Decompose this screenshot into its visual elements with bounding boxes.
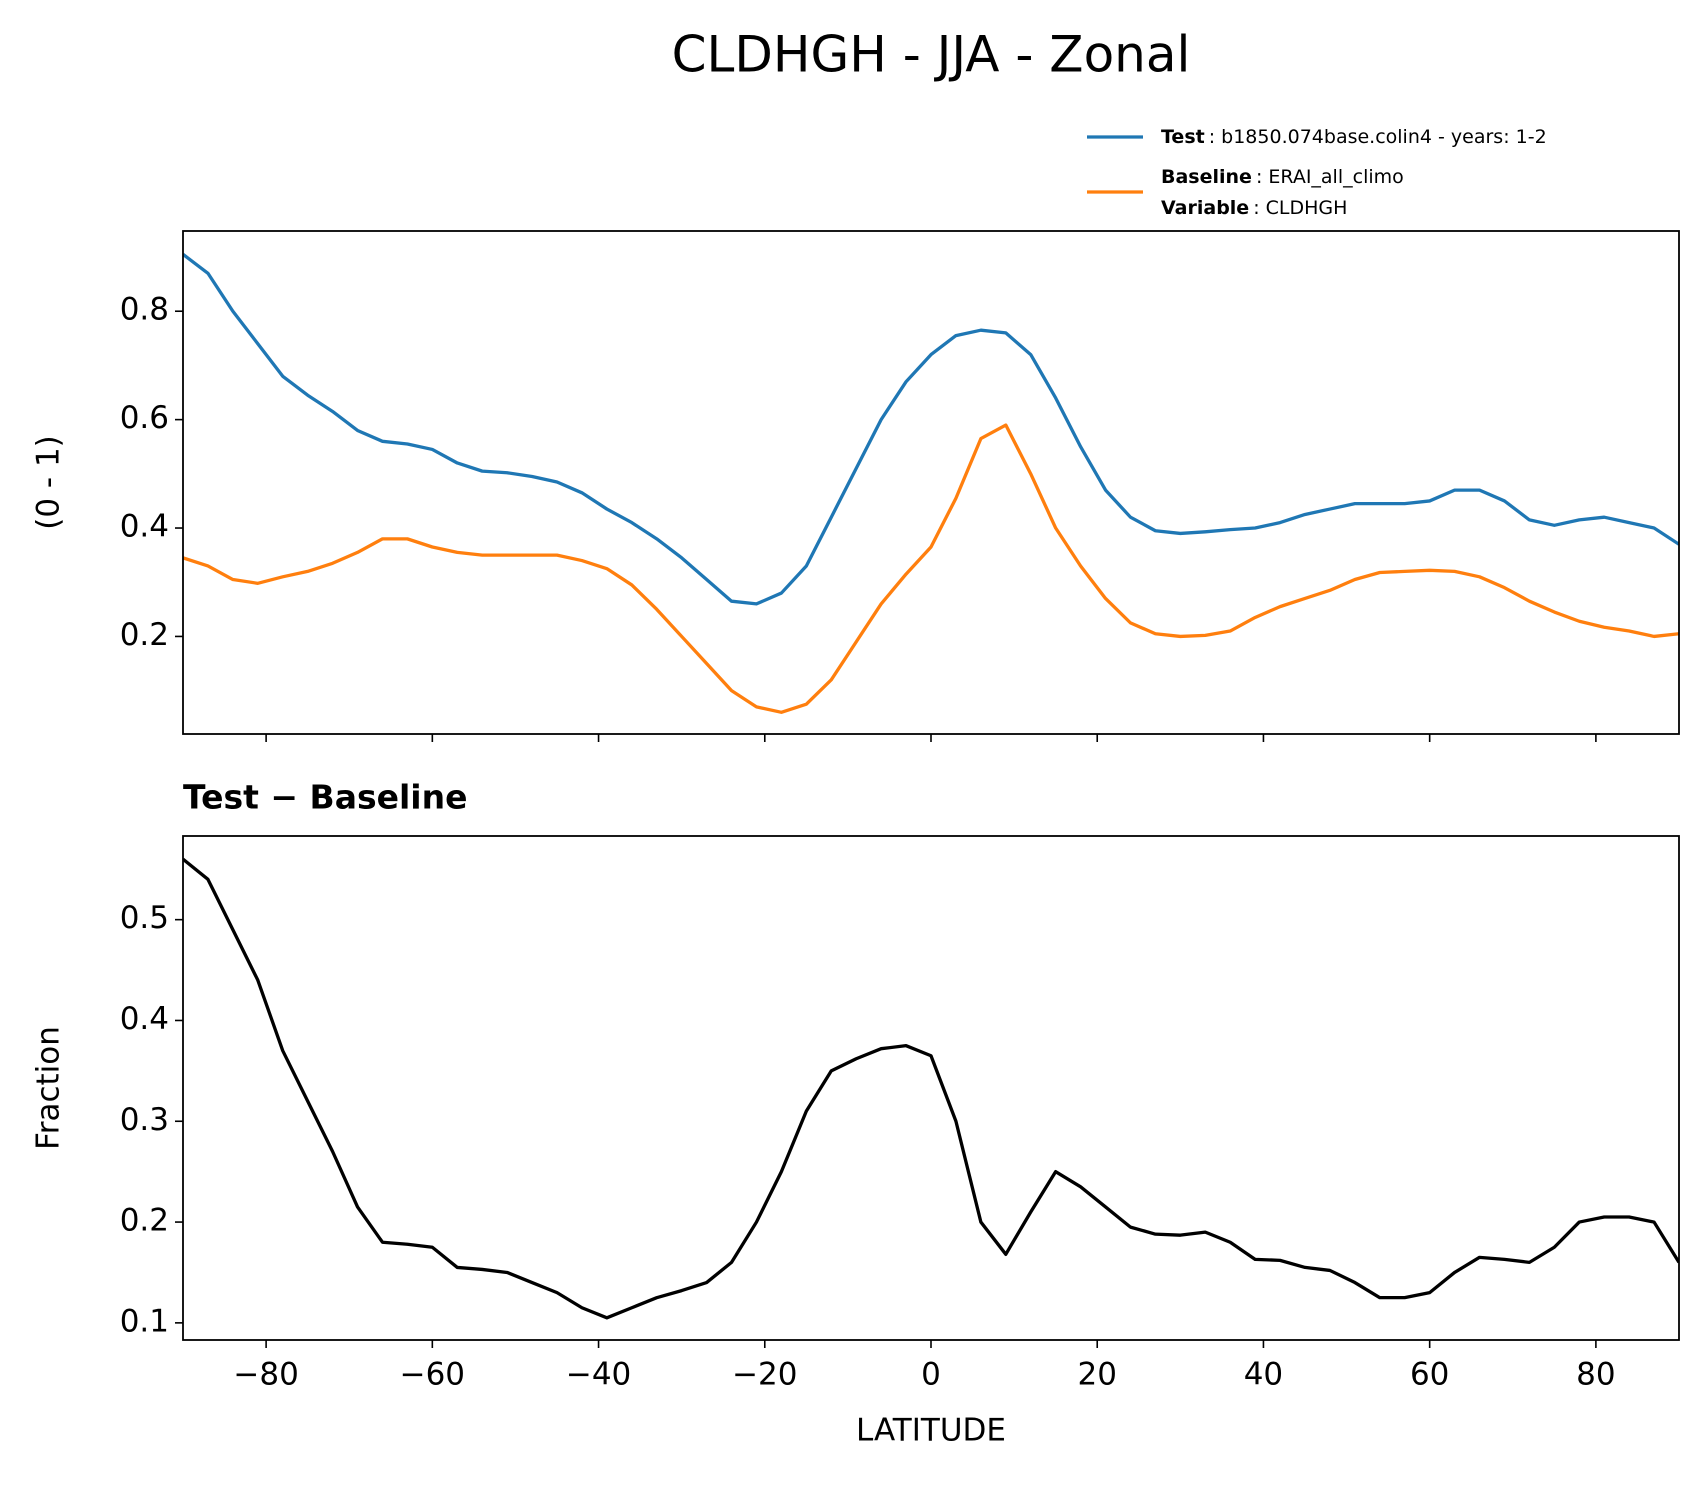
y-tick-label: 0.2	[120, 617, 169, 653]
x-tick-label: 40	[1244, 1357, 1283, 1393]
y-tick-label: 0.5	[120, 900, 169, 936]
x-tick-label: 20	[1077, 1357, 1116, 1393]
x-tick-label: −60	[400, 1357, 465, 1393]
legend-name: Variable	[1161, 197, 1249, 219]
legend-description: : b1850.074base.colin4 - years: 1-2	[1209, 126, 1547, 148]
plot-area	[183, 252, 1679, 714]
legend-note: Variable: CLDHGH	[1161, 197, 1347, 219]
x-axis-label: LATITUDE	[856, 1413, 1006, 1449]
x-tick-label: −80	[233, 1357, 298, 1393]
axes-frame	[182, 835, 1680, 1341]
legend-label: Test: b1850.074base.colin4 - years: 1-2	[1161, 126, 1547, 148]
x-tick-label: −20	[732, 1357, 797, 1393]
y-tick-label: 0.6	[120, 400, 169, 436]
legend-label: Baseline: ERAI_all_climo	[1161, 166, 1404, 188]
y-axis-label: (0 - 1)	[31, 435, 67, 530]
data-line	[183, 423, 1679, 714]
legend-description: : CLDHGH	[1253, 197, 1347, 219]
axes-frame	[182, 230, 1680, 735]
y-tick-label: 0.8	[120, 292, 169, 328]
legend-description: : ERAI_all_climo	[1256, 166, 1404, 188]
legend-name: Test	[1161, 126, 1205, 148]
y-tick-label: 0.3	[120, 1102, 169, 1138]
y-tick-label: 0.4	[120, 1001, 169, 1037]
data-line	[183, 252, 1679, 606]
y-tick-label: 0.4	[120, 509, 169, 545]
legend-name: Baseline	[1161, 166, 1252, 188]
axes-title: Test − Baseline	[183, 778, 468, 817]
y-tick-label: 0.1	[120, 1303, 169, 1339]
data-line	[183, 857, 1679, 1320]
figure-title: CLDHGH - JJA - Zonal	[672, 26, 1191, 84]
plot-area	[183, 857, 1679, 1320]
x-tick-label: 80	[1576, 1357, 1615, 1393]
y-tick-label: 0.2	[120, 1203, 169, 1239]
x-tick-label: −40	[566, 1357, 631, 1393]
x-tick-label: 0	[921, 1357, 941, 1393]
x-tick-label: 60	[1410, 1357, 1449, 1393]
y-axis-label: Fraction	[31, 1026, 67, 1150]
